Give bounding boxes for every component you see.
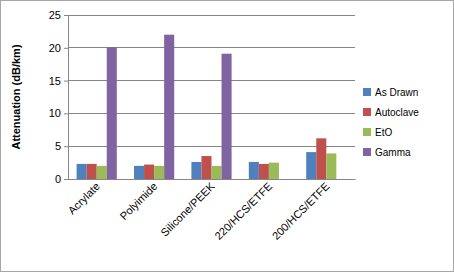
x-tick: 200/HCS/ETFE <box>270 179 332 242</box>
x-tick-label: 220/HCS/ETFE <box>212 180 274 242</box>
y-tick-label: 15 <box>49 75 61 87</box>
y-tick-mark <box>64 15 68 16</box>
x-tick-label: 200/HCS/ETFE <box>270 180 332 242</box>
bar <box>306 152 316 179</box>
y-tick-mark <box>64 146 68 147</box>
legend-entry: Gamma <box>363 147 411 158</box>
y-axis-title: Attenuation (dB/km) <box>10 44 22 149</box>
bar <box>212 166 222 179</box>
y-axis-line <box>68 16 69 180</box>
y-tick-label: 0 <box>55 173 61 185</box>
plot: 0 5 10 15 20 25 Acrylate PolyimideSilicone/PEEK… <box>49 9 356 242</box>
bar <box>326 153 336 179</box>
bars <box>77 35 337 179</box>
bar <box>77 164 87 179</box>
bar <box>97 166 107 179</box>
legend-swatch <box>363 108 371 116</box>
x-tick: Silicone/PEEK <box>158 179 217 239</box>
y-tick-mark <box>64 179 68 180</box>
y-tick: 5 <box>55 140 68 152</box>
bar <box>249 162 259 179</box>
x-tick: 220/HCS/ETFE <box>212 179 274 242</box>
x-tick-label: Acrylate <box>66 180 103 217</box>
y-tick-mark <box>64 113 68 114</box>
legend-label: EtO <box>375 127 392 138</box>
y-tick-label: 25 <box>49 9 61 21</box>
y-tick-label: 20 <box>49 42 61 54</box>
legend-entry: Autoclave <box>363 107 419 118</box>
x-axis-line <box>69 179 356 180</box>
y-tick: 20 <box>49 42 68 54</box>
bar <box>191 162 201 179</box>
legend-label: As Drawn <box>375 87 418 98</box>
y-tick-mark <box>64 48 68 49</box>
legend: As Drawn Autoclave EtO Gamma <box>363 87 419 158</box>
legend-swatch <box>363 148 371 156</box>
legend-label: Autoclave <box>375 107 419 118</box>
bar <box>107 47 117 179</box>
y-axis: 0 5 10 15 20 25 <box>49 9 69 185</box>
chart-frame <box>1 1 454 272</box>
legend-swatch <box>363 88 371 96</box>
legend-swatch <box>363 128 371 136</box>
bar <box>269 163 279 179</box>
x-tick: Polyimide <box>117 179 159 222</box>
bar <box>259 164 269 179</box>
x-tick: Acrylate <box>66 179 103 217</box>
y-tick: 15 <box>49 75 68 87</box>
y-tick-label: 10 <box>49 107 61 119</box>
bar <box>316 138 326 179</box>
legend-label: Gamma <box>375 147 411 158</box>
grid <box>68 15 355 179</box>
grid-line <box>68 15 355 16</box>
bar <box>201 156 211 179</box>
bar <box>222 54 232 179</box>
chart: 0 5 10 15 20 25 Acrylate PolyimideSilicone/PEEK… <box>0 0 454 272</box>
bar <box>154 166 164 179</box>
y-tick-label: 5 <box>55 140 61 152</box>
bar <box>134 166 144 179</box>
y-tick: 10 <box>49 107 68 119</box>
x-tick-label: Silicone/PEEK <box>158 179 217 238</box>
y-tick: 0 <box>55 173 68 185</box>
legend-entry: As Drawn <box>363 87 418 98</box>
x-axis: Acrylate PolyimideSilicone/PEEK220/HCS/ET… <box>66 179 356 242</box>
bar <box>144 165 154 179</box>
bar <box>87 164 97 179</box>
y-tick-mark <box>64 81 68 82</box>
y-tick: 25 <box>49 9 68 21</box>
x-tick-label: Polyimide <box>117 180 159 222</box>
legend-entry: EtO <box>363 127 392 138</box>
bar <box>164 35 174 179</box>
